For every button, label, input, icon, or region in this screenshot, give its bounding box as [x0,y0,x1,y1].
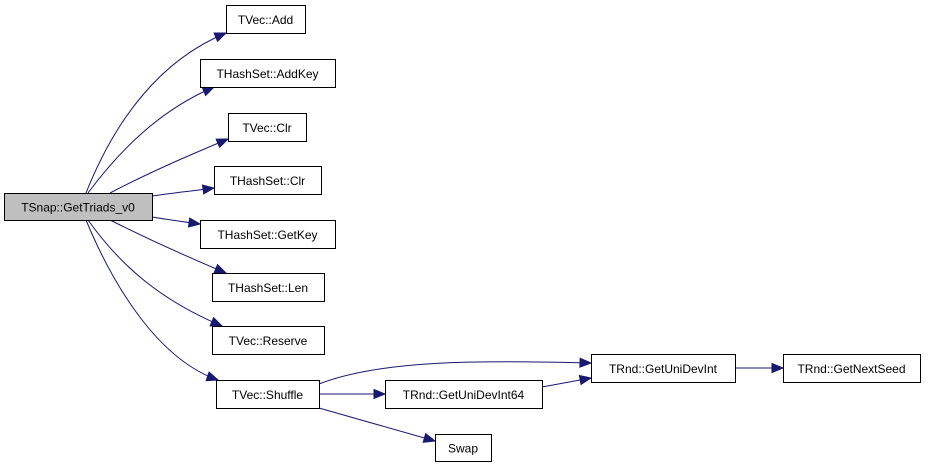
node-label: THashSet::GetKey [217,228,317,242]
node-box [226,5,306,34]
node-box [212,273,325,302]
node-label: TSnap::GetTriads_v0 [21,201,135,215]
node-box [385,380,543,409]
edge-root-to-vec-shuffle [85,219,220,382]
node-hs-getkey[interactable]: THashSet::GetKey [200,220,336,249]
arrowhead-icon [373,388,387,400]
node-label: TVec::Clr [242,121,291,135]
node-label: THashSet::Clr [230,174,305,188]
node-box [228,113,307,142]
edge-rnd-unidevint-to-rnd-nextseed [735,362,785,374]
node-label: TVec::Reserve [229,334,308,348]
node-rnd-nextseed[interactable]: TRnd::GetNextSeed [783,354,921,383]
node-box [200,220,336,249]
arrowhead-icon [215,138,230,149]
node-label: TVec::Shuffle [232,388,303,402]
arrowhead-icon [771,362,785,374]
node-box [435,434,492,462]
node-label: TVec::Add [238,13,293,27]
arrowhead-icon [213,32,228,43]
node-box [783,354,921,383]
edge-vec-shuffle-to-swap [318,407,437,443]
node-rnd-unidevint64[interactable]: TRnd::GetUniDevInt64 [385,380,543,409]
node-box [4,193,153,221]
node-box [216,380,320,409]
edge-root-to-hs-addkey [87,86,216,194]
node-hs-clr[interactable]: THashSet::Clr [214,166,322,195]
node-label: TRnd::GetUniDevInt64 [403,388,525,402]
node-vec-shuffle[interactable]: TVec::Shuffle [216,380,320,409]
node-root[interactable]: TSnap::GetTriads_v0 [4,193,153,221]
node-label: THashSet::Len [228,281,308,295]
edge-rnd-unidevint64-to-rnd-unidevint [541,374,593,388]
arrowhead-icon [422,432,437,443]
arrowhead-icon [187,217,202,228]
node-hs-len[interactable]: THashSet::Len [212,273,325,302]
arrowhead-icon [205,371,220,382]
edge-vec-shuffle-to-rnd-unidevint [318,357,593,385]
node-box [200,59,336,88]
arrowhead-icon [578,374,593,386]
edge-root-to-vec-reserve [87,219,224,327]
node-hs-addkey[interactable]: THashSet::AddKey [200,59,336,88]
node-label: Swap [448,442,478,456]
edge-root-to-vec-clr [109,138,230,194]
node-label: TRnd::GetUniDevInt [609,362,718,376]
edge-vec-shuffle-to-rnd-unidevint64 [319,388,387,400]
node-vec-add[interactable]: TVec::Add [226,5,306,34]
arrowhead-icon [209,316,224,327]
arrowhead-icon [201,184,216,195]
arrowhead-icon [579,357,593,368]
node-vec-clr[interactable]: TVec::Clr [228,113,307,142]
node-box [214,166,322,195]
edge-root-to-hs-getkey [151,216,202,228]
edge-root-to-hs-len [109,219,228,274]
edge-root-to-vec-add [85,32,228,194]
node-swap[interactable]: Swap [435,434,492,462]
node-vec-reserve[interactable]: TVec::Reserve [212,326,325,355]
edge-root-to-hs-clr [151,184,216,197]
node-rnd-unidevint[interactable]: TRnd::GetUniDevInt [591,354,736,383]
arrowhead-icon [213,263,228,274]
node-box [212,326,325,355]
node-label: THashSet::AddKey [216,67,318,81]
node-label: TRnd::GetNextSeed [797,362,905,376]
arrowhead-icon [201,86,216,97]
node-box [591,354,736,383]
